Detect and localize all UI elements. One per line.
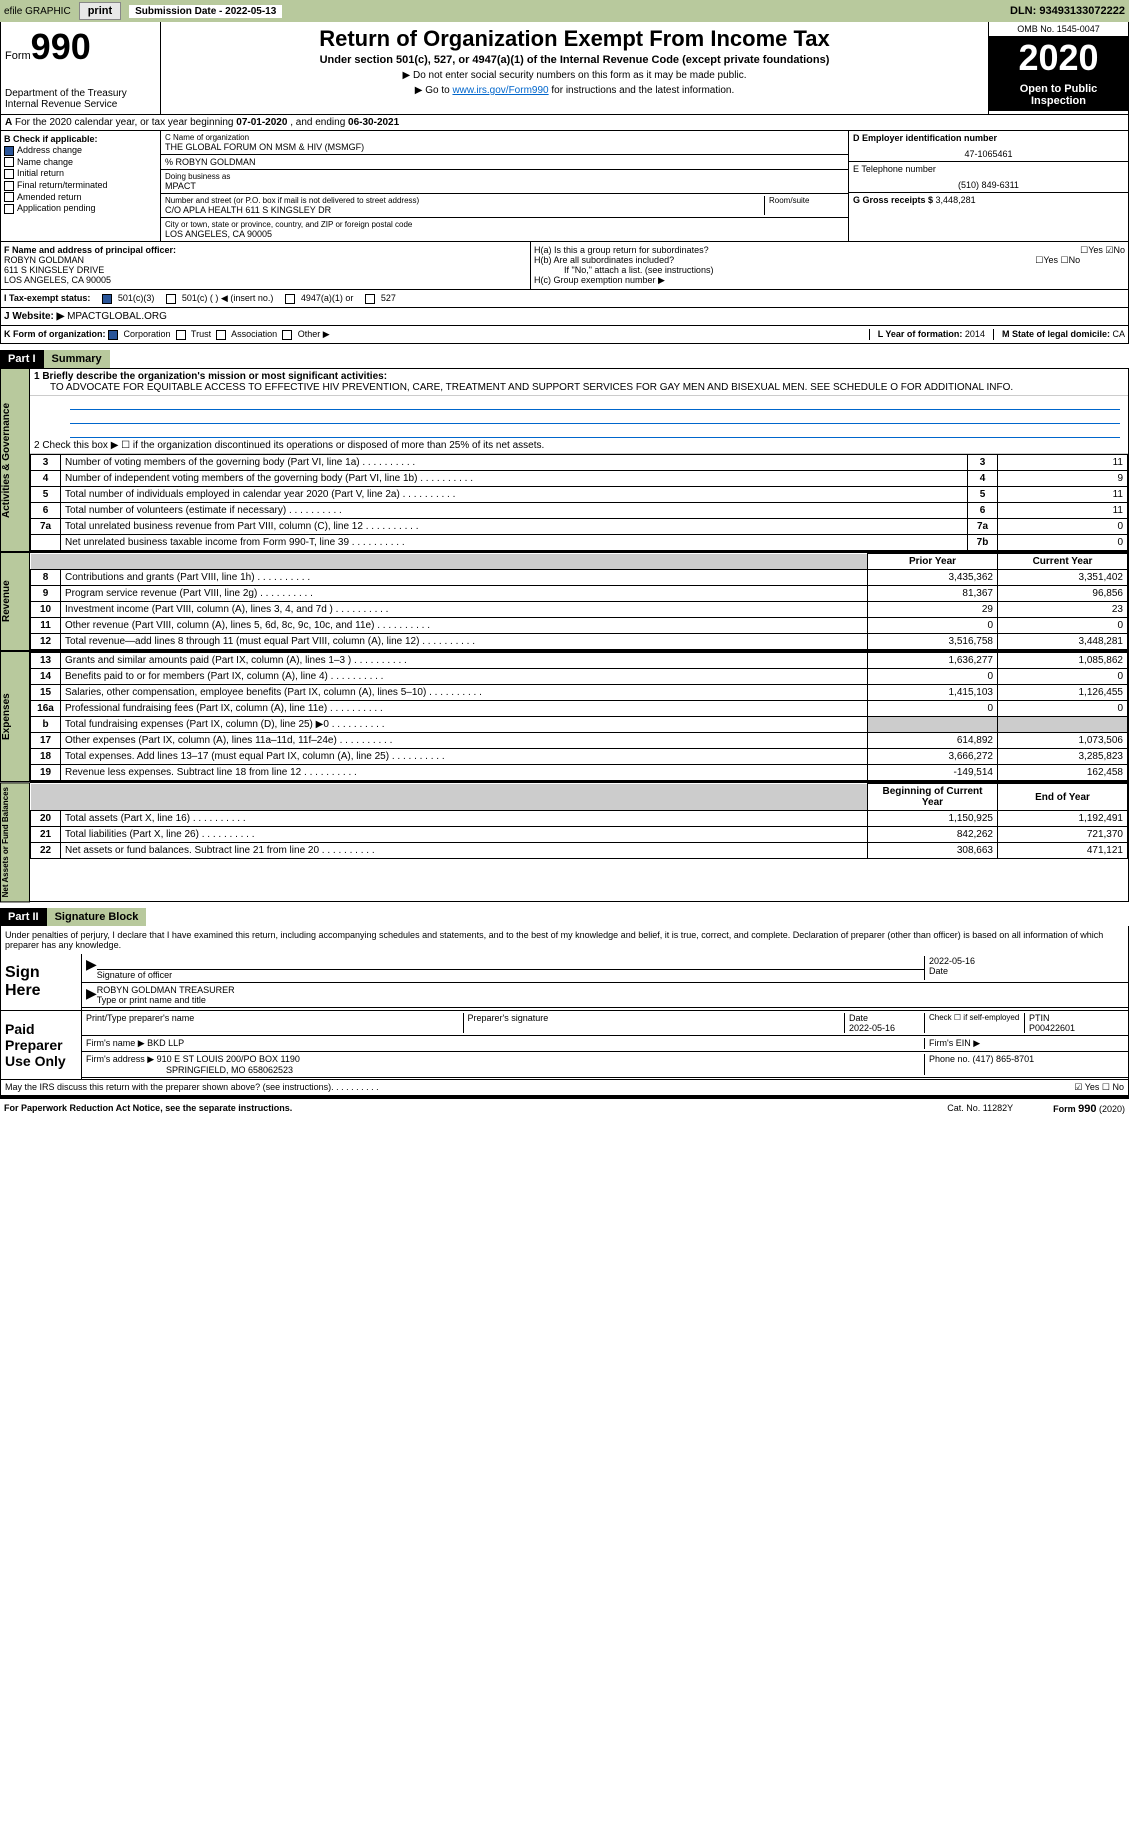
chk-initial[interactable] bbox=[4, 169, 14, 179]
form-subtitle: Under section 501(c), 527, or 4947(a)(1)… bbox=[165, 54, 984, 66]
side-revenue: Revenue bbox=[0, 552, 30, 651]
top-bar: efile GRAPHIC print Submission Date - 20… bbox=[0, 0, 1129, 22]
col-b: B Check if applicable: Address change Na… bbox=[1, 131, 161, 241]
form-number-box: Form990 Department of the Treasury Inter… bbox=[1, 22, 161, 114]
print-button[interactable]: print bbox=[79, 2, 121, 20]
street-address: C/O APLA HEALTH 611 S KINGSLEY DR bbox=[165, 205, 764, 215]
chk-501c3[interactable] bbox=[102, 294, 112, 304]
state-domicile: CA bbox=[1112, 329, 1125, 339]
col-d: D Employer identification number47-10654… bbox=[848, 131, 1128, 241]
officer-signed-name: ROBYN GOLDMAN TREASURER bbox=[97, 985, 1124, 995]
mission-text: TO ADVOCATE FOR EQUITABLE ACCESS TO EFFE… bbox=[34, 382, 1013, 393]
officer-name: ROBYN GOLDMAN bbox=[4, 255, 84, 265]
side-expenses: Expenses bbox=[0, 651, 30, 782]
part2-title: Signature Block bbox=[47, 908, 147, 926]
year-formation: 2014 bbox=[965, 329, 985, 339]
chk-amended[interactable] bbox=[4, 192, 14, 202]
ein: 47-1065461 bbox=[853, 149, 1124, 159]
perjury-declaration: Under penalties of perjury, I declare th… bbox=[1, 926, 1128, 954]
paid-preparer-label: Paid Preparer Use Only bbox=[1, 1011, 81, 1079]
chk-527[interactable] bbox=[365, 294, 375, 304]
col-c: C Name of organizationTHE GLOBAL FORUM O… bbox=[161, 131, 848, 241]
chk-corp[interactable] bbox=[108, 330, 118, 340]
netassets-table: Beginning of Current YearEnd of Year20To… bbox=[30, 783, 1128, 859]
row-a: A For the 2020 calendar year, or tax yea… bbox=[0, 115, 1129, 131]
chk-assoc[interactable] bbox=[216, 330, 226, 340]
chk-4947[interactable] bbox=[285, 294, 295, 304]
col-h: H(a) Is this a group return for subordin… bbox=[531, 242, 1128, 289]
dba: MPACT bbox=[165, 181, 844, 191]
tax-year: 2020 bbox=[989, 37, 1128, 79]
chk-other[interactable] bbox=[282, 330, 292, 340]
firm-phone: (417) 865-8701 bbox=[973, 1054, 1035, 1064]
chk-trust[interactable] bbox=[176, 330, 186, 340]
chk-501c[interactable] bbox=[166, 294, 176, 304]
row-k: K Form of organization: Corporation Trus… bbox=[0, 326, 1129, 344]
expenses-table: 13Grants and similar amounts paid (Part … bbox=[30, 652, 1128, 781]
governance-table: 3Number of voting members of the governi… bbox=[30, 454, 1128, 551]
chk-name-change[interactable] bbox=[4, 157, 14, 167]
col-f: F Name and address of principal officer:… bbox=[1, 242, 531, 289]
omb-number: OMB No. 1545-0047 bbox=[989, 22, 1128, 37]
part2-header: Part II bbox=[0, 908, 47, 926]
city-state-zip: LOS ANGELES, CA 90005 bbox=[165, 229, 844, 239]
care-of: % ROBYN GOLDMAN bbox=[161, 155, 848, 170]
dept-label: Department of the Treasury Internal Reve… bbox=[5, 88, 156, 110]
page-footer: For Paperwork Reduction Act Notice, see … bbox=[0, 1097, 1129, 1119]
part1-header: Part I bbox=[0, 350, 44, 368]
chk-address-change[interactable] bbox=[4, 146, 14, 156]
telephone: (510) 849-6311 bbox=[853, 180, 1124, 190]
side-netassets: Net Assets or Fund Balances bbox=[0, 782, 30, 902]
firm-name: BKD LLP bbox=[147, 1038, 184, 1048]
ptin: P00422601 bbox=[1029, 1023, 1075, 1033]
submission-date: Submission Date - 2022-05-13 bbox=[129, 5, 282, 18]
form-header: Form990 Department of the Treasury Inter… bbox=[0, 22, 1129, 115]
side-governance: Activities & Governance bbox=[0, 368, 30, 552]
line-2: 2 Check this box ▶ ☐ if the organization… bbox=[30, 438, 1128, 454]
org-name: THE GLOBAL FORUM ON MSM & HIV (MSMGF) bbox=[165, 142, 844, 152]
line-1: 1 Briefly describe the organization's mi… bbox=[30, 369, 1128, 396]
firm-address: 910 E ST LOUIS 200/PO BOX 1190 bbox=[157, 1054, 300, 1064]
irs-link[interactable]: www.irs.gov/Form990 bbox=[452, 85, 548, 96]
section-bcd: B Check if applicable: Address change Na… bbox=[0, 131, 1129, 242]
row-i: I Tax-exempt status: 501(c)(3) 501(c) ( … bbox=[0, 290, 1129, 308]
part1-title: Summary bbox=[44, 350, 110, 368]
website: MPACTGLOBAL.ORG bbox=[67, 311, 167, 322]
gross-receipts: 3,448,281 bbox=[936, 195, 976, 205]
chk-final[interactable] bbox=[4, 181, 14, 191]
dln: DLN: 93493133072222 bbox=[1010, 5, 1125, 17]
revenue-table: Prior YearCurrent Year8Contributions and… bbox=[30, 553, 1128, 650]
open-inspection: Open to Public Inspection bbox=[989, 79, 1128, 111]
instr-2: ▶ Go to www.irs.gov/Form990 for instruct… bbox=[165, 85, 984, 96]
row-fh: F Name and address of principal officer:… bbox=[0, 242, 1129, 290]
row-j: J Website: ▶ MPACTGLOBAL.ORG bbox=[0, 308, 1129, 326]
instr-1: ▶ Do not enter social security numbers o… bbox=[165, 70, 984, 81]
form-title: Return of Organization Exempt From Incom… bbox=[165, 26, 984, 52]
efile-label: efile GRAPHIC bbox=[4, 6, 71, 17]
sign-here-label: Sign Here bbox=[1, 954, 81, 1010]
chk-pending[interactable] bbox=[4, 204, 14, 214]
